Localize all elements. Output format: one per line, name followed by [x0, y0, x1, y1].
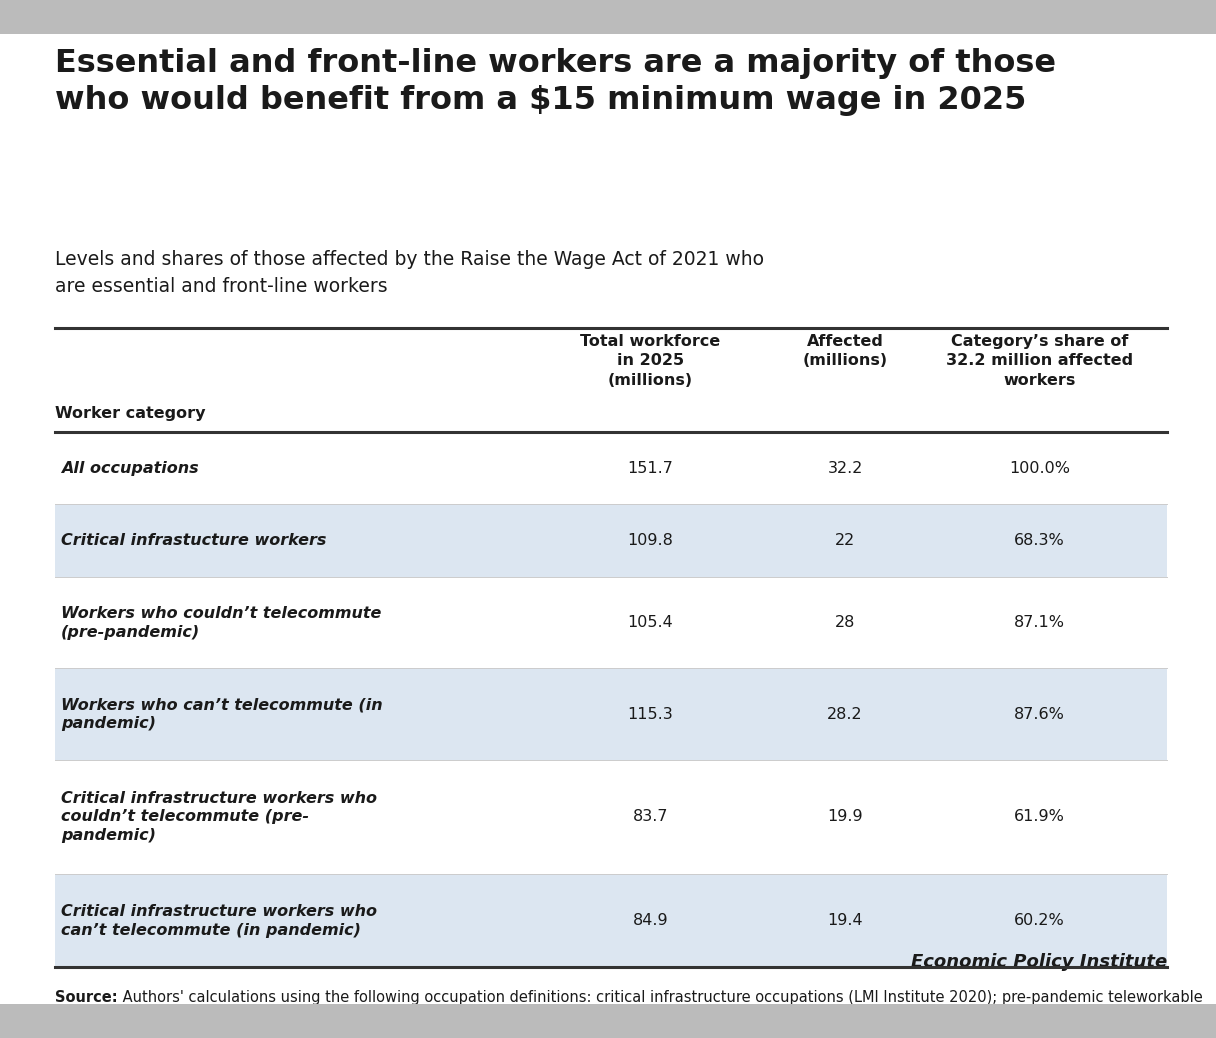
- Text: Essential and front-line workers are a majority of those
who would benefit from : Essential and front-line workers are a m…: [55, 48, 1055, 116]
- Text: Category’s share of
32.2 million affected
workers: Category’s share of 32.2 million affecte…: [946, 334, 1133, 387]
- Text: 87.6%: 87.6%: [1014, 707, 1065, 721]
- Text: 87.1%: 87.1%: [1014, 616, 1065, 630]
- Text: 19.9: 19.9: [827, 810, 863, 824]
- Text: 84.9: 84.9: [632, 913, 669, 928]
- Text: Workers who can’t telecommute (in
pandemic): Workers who can’t telecommute (in pandem…: [61, 698, 382, 731]
- Text: Authors' calculations using the following occupation definitions: critical infra: Authors' calculations using the followin…: [118, 990, 1203, 1038]
- Text: 28: 28: [835, 616, 855, 630]
- Text: Source:: Source:: [55, 990, 118, 1005]
- Text: Worker category: Worker category: [55, 407, 206, 421]
- Text: Levels and shares of those affected by the Raise the Wage Act of 2021 who
are es: Levels and shares of those affected by t…: [55, 250, 764, 297]
- Text: Total workforce
in 2025
(millions): Total workforce in 2025 (millions): [580, 334, 721, 387]
- Text: Critical infrastructure workers who
can’t telecommute (in pandemic): Critical infrastructure workers who can’…: [61, 904, 377, 937]
- Text: Affected
(millions): Affected (millions): [803, 334, 888, 368]
- Text: 109.8: 109.8: [627, 534, 674, 548]
- Text: 100.0%: 100.0%: [1009, 461, 1070, 475]
- Text: 28.2: 28.2: [827, 707, 863, 721]
- Text: 22: 22: [835, 534, 855, 548]
- Text: Critical infrastructure workers who
couldn’t telecommute (pre-
pandemic): Critical infrastructure workers who coul…: [61, 791, 377, 843]
- Text: 60.2%: 60.2%: [1014, 913, 1065, 928]
- Text: 68.3%: 68.3%: [1014, 534, 1065, 548]
- Text: Economic Policy Institute: Economic Policy Institute: [911, 953, 1167, 971]
- Text: 32.2: 32.2: [827, 461, 863, 475]
- Text: 115.3: 115.3: [627, 707, 674, 721]
- Text: 151.7: 151.7: [627, 461, 674, 475]
- Text: 61.9%: 61.9%: [1014, 810, 1065, 824]
- Text: Critical infrastucture workers: Critical infrastucture workers: [61, 534, 326, 548]
- Text: Workers who couldn’t telecommute
(pre-pandemic): Workers who couldn’t telecommute (pre-pa…: [61, 606, 381, 639]
- Text: 105.4: 105.4: [627, 616, 674, 630]
- Text: 19.4: 19.4: [827, 913, 863, 928]
- Text: 83.7: 83.7: [632, 810, 669, 824]
- Text: All occupations: All occupations: [61, 461, 198, 475]
